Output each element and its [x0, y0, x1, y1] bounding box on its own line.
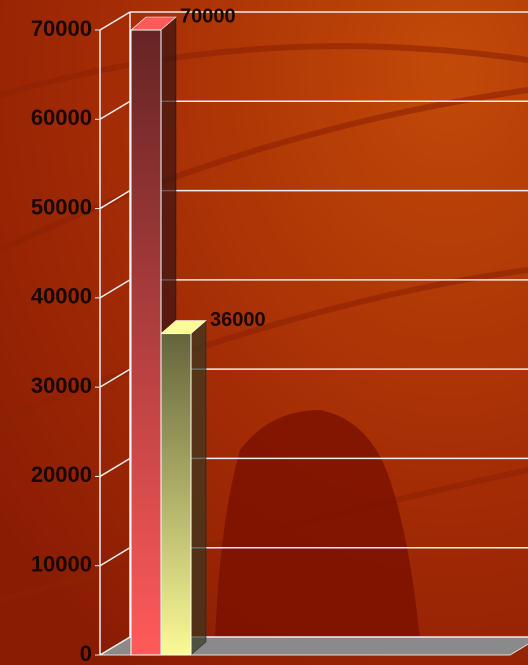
- y-tick-label: 20000: [31, 462, 92, 487]
- grid-line: [99, 368, 131, 388]
- grid-line: [99, 457, 131, 478]
- y-tick-label: 70000: [31, 16, 92, 41]
- grid-line: [99, 189, 131, 210]
- y-tick-label: 30000: [31, 373, 92, 398]
- y-tick-label: 50000: [31, 194, 92, 219]
- data-label: 36000: [210, 309, 266, 331]
- y-tick-label: 60000: [31, 105, 92, 130]
- bar-shade: [131, 30, 161, 655]
- grid-line: [99, 279, 131, 299]
- silhouette: [215, 410, 420, 640]
- grid-line: [99, 11, 131, 31]
- grid-line: [99, 547, 131, 567]
- grid-line: [99, 100, 131, 120]
- bar-side-dark: [191, 320, 206, 655]
- y-tick-label: 10000: [31, 552, 92, 577]
- data-label: 70000: [180, 5, 236, 27]
- y-tick-label: 0: [80, 641, 92, 665]
- grid-line: [99, 636, 131, 656]
- y-tick-label: 40000: [31, 284, 92, 309]
- bar-shade: [161, 333, 191, 655]
- bar: [160, 320, 207, 656]
- bar-outline: [160, 333, 192, 656]
